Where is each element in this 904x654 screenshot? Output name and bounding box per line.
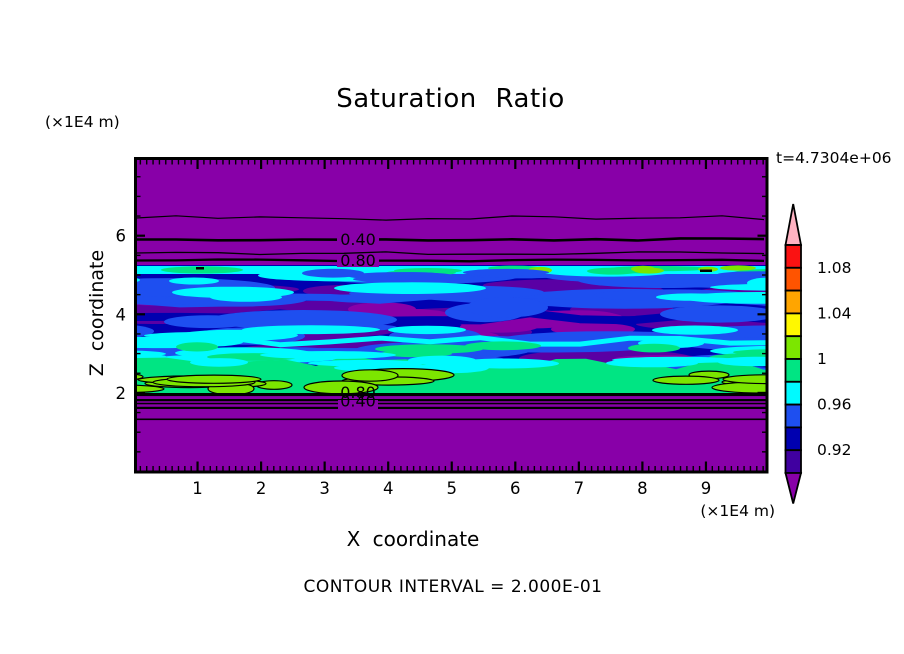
y-tick-label: 2: [116, 384, 127, 403]
colorbar-segment: [784, 335, 802, 360]
contour-line-labels: 0.400.800.800.40: [337, 230, 379, 411]
contour-line: [136, 237, 765, 242]
colorbar-tick-label: 0.92: [817, 441, 852, 459]
colorbar-segment: [784, 358, 802, 383]
time-annotation: t=4.7304e+06: [776, 149, 892, 167]
x-tick-label: 8: [637, 479, 648, 498]
axis-ticks: [136, 160, 767, 471]
colorbar-segment: [784, 266, 802, 292]
colorbar-tick-label: 0.96: [817, 396, 852, 414]
colorbar-under-arrow: [784, 472, 803, 504]
colorbar-tick-label: 1.04: [817, 304, 852, 322]
contour-interval-label: CONTOUR INTERVAL = 2.000E-01: [303, 577, 603, 597]
y-tick-label: 4: [116, 305, 127, 324]
contour-label: 0.80: [340, 251, 376, 270]
x-tick-label: 2: [256, 479, 267, 498]
x-tick-label: 5: [447, 479, 458, 498]
x-tick-labels: 1 2 3 4 5 6 7 8 9: [192, 479, 711, 498]
contour-label: 0.40: [340, 392, 376, 411]
x-axis-title: X coordinate: [346, 527, 480, 551]
contour-line: [136, 418, 767, 421]
colorbar-segment: [784, 312, 802, 338]
y-tick-labels: 6 4 2: [116, 227, 127, 403]
contour-line: [136, 402, 767, 405]
contour-line: [136, 399, 767, 402]
x-axis-units-label: (×1E4 m): [700, 502, 775, 520]
contour-line: [136, 406, 767, 409]
colorbar-tick-label: 1.08: [817, 259, 852, 277]
x-tick-label: 6: [510, 479, 521, 498]
colorbar-segment: [784, 449, 802, 474]
colorbar-segment: [784, 403, 802, 429]
colorbar-segment: [784, 380, 802, 406]
plot-border: [134, 157, 769, 474]
y-axis-units-label: (×1E4 m): [45, 113, 120, 131]
colorbar-segment: [784, 244, 802, 269]
contour-field: [136, 159, 767, 472]
x-tick-label: 7: [574, 479, 585, 498]
y-axis-title: Z coordinate: [86, 249, 108, 377]
x-tick-label: 4: [383, 479, 394, 498]
contour-line: [136, 258, 765, 263]
contour-line: [136, 215, 765, 221]
colorbar-segment: [784, 426, 802, 452]
x-tick-label: 9: [701, 479, 712, 498]
contour-label: 0.40: [340, 230, 376, 249]
contour-line: [136, 251, 765, 256]
colorbar-tick-label: 1: [817, 350, 827, 368]
x-tick-label: 1: [192, 479, 203, 498]
x-tick-label: 3: [319, 479, 330, 498]
colorbar-segment: [784, 289, 802, 315]
y-tick-label: 6: [116, 227, 127, 246]
colorbar-over-arrow: [784, 203, 803, 246]
contour-label: 0.80: [340, 383, 376, 402]
colorbar: 1.08 1.04 1 0.96 0.92: [784, 203, 852, 504]
plot-title: Saturation Ratio: [336, 84, 565, 114]
